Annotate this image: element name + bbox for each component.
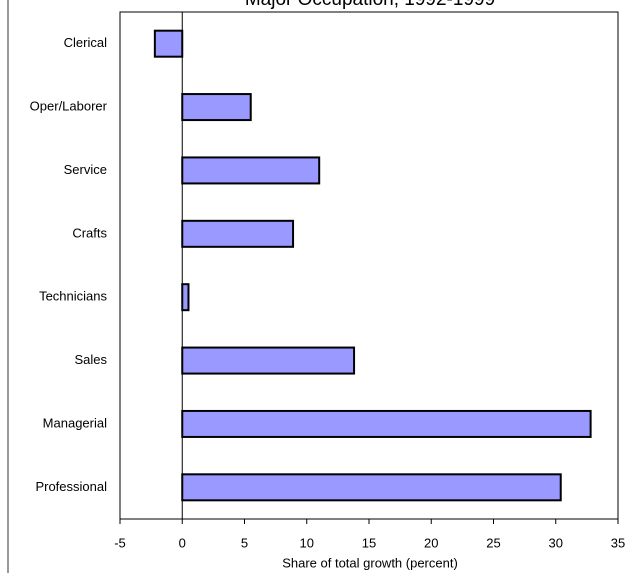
x-tick-label: 25 xyxy=(486,535,500,550)
x-tick-label: 10 xyxy=(300,535,314,550)
bar xyxy=(181,346,356,375)
x-tick-label: 35 xyxy=(611,535,625,550)
x-tick-label: -5 xyxy=(114,535,126,550)
bar xyxy=(181,473,562,502)
x-tick-label: 20 xyxy=(424,535,438,550)
x-tick-label: 15 xyxy=(362,535,376,550)
bar xyxy=(181,156,321,185)
x-tick-label: 0 xyxy=(179,535,186,550)
y-tick-label: Technicians xyxy=(39,289,107,304)
bar xyxy=(181,219,295,248)
plot-frame xyxy=(119,11,619,520)
x-tick-label: 5 xyxy=(241,535,248,550)
bar xyxy=(153,29,184,58)
chart-title: Major Occupation, 1992-1999 xyxy=(245,0,495,10)
x-axis-label: Share of total growth (percent) xyxy=(282,555,458,570)
y-tick-label: Service xyxy=(64,162,107,177)
y-tick-label: Clerical xyxy=(64,35,107,50)
y-tick-label: Managerial xyxy=(43,415,107,430)
bar xyxy=(181,409,592,438)
y-tick-label: Oper/Laborer xyxy=(30,99,108,114)
bar xyxy=(181,283,190,312)
y-tick-label: Professional xyxy=(35,479,107,494)
x-tick-label: 30 xyxy=(549,535,563,550)
bar xyxy=(181,93,252,122)
y-tick-label: Sales xyxy=(74,352,107,367)
y-tick-label: Crafts xyxy=(72,225,107,240)
